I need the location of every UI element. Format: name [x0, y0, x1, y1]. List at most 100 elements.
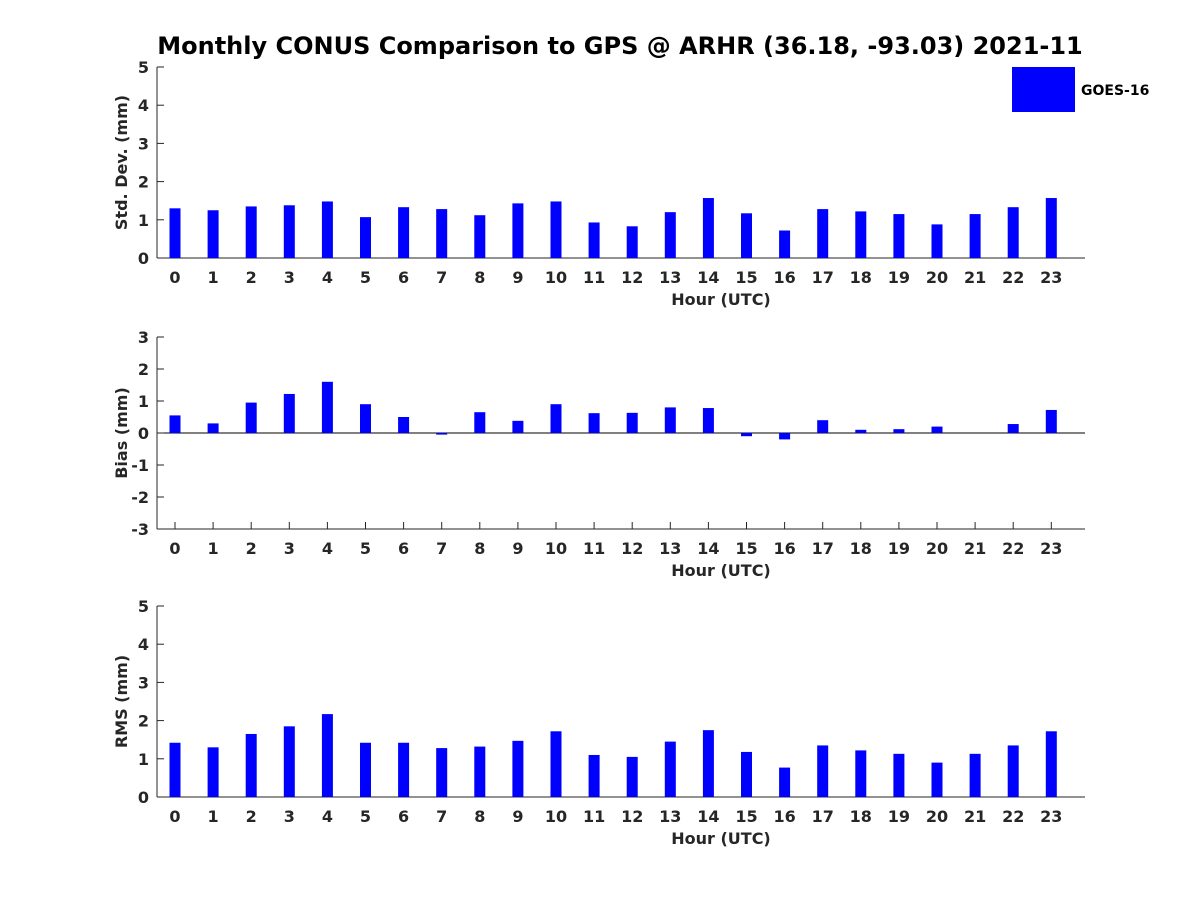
- x-tick-label: 21: [964, 539, 986, 558]
- y-tick-label: 3: [138, 328, 149, 347]
- bar-std_dev-hour-19: [893, 214, 905, 258]
- x-tick-label: 10: [545, 268, 567, 287]
- y-tick-label: 0: [138, 424, 149, 443]
- x-tick-label: 1: [208, 268, 219, 287]
- x-tick-label: 23: [1040, 539, 1062, 558]
- y-tick-label: 2: [138, 360, 149, 379]
- x-axis-label: Hour (UTC): [671, 561, 771, 580]
- bar-bias-hour-23: [1045, 409, 1057, 433]
- x-tick-label: 2: [246, 268, 257, 287]
- x-tick-label: 9: [512, 539, 523, 558]
- bar-bias-hour-15: [741, 433, 752, 437]
- bar-bias-hour-20: [931, 426, 943, 433]
- x-tick-label: 3: [284, 539, 295, 558]
- bar-rms-hour-17: [817, 745, 829, 797]
- bar-rms-hour-1: [207, 747, 219, 797]
- x-tick-label: 10: [545, 539, 567, 558]
- bar-rms-hour-9: [512, 740, 524, 797]
- bar-rms-hour-4: [321, 714, 333, 797]
- bar-bias-hour-12: [626, 412, 638, 433]
- bar-rms-hour-20: [931, 762, 943, 797]
- legend-swatch: [1012, 67, 1075, 112]
- x-tick-label: 13: [659, 268, 681, 287]
- x-tick-label: 0: [169, 268, 180, 287]
- x-tick-label: 7: [436, 539, 447, 558]
- x-tick-label: 17: [812, 539, 834, 558]
- x-tick-label: 22: [1002, 539, 1024, 558]
- y-axis-label: RMS (mm): [112, 655, 131, 748]
- x-tick-label: 21: [964, 807, 986, 826]
- x-tick-label: 2: [246, 539, 257, 558]
- bar-std_dev-hour-13: [664, 212, 676, 258]
- x-tick-label: 3: [284, 807, 295, 826]
- y-tick-label: -2: [131, 488, 149, 507]
- bar-std_dev-hour-16: [779, 230, 791, 258]
- x-tick-label: 9: [512, 268, 523, 287]
- bar-bias-hour-7: [436, 433, 448, 435]
- x-tick-label: 6: [398, 539, 409, 558]
- y-tick-label: -1: [131, 456, 149, 475]
- x-tick-label: 16: [773, 807, 795, 826]
- bar-rms-hour-14: [702, 730, 714, 797]
- y-tick-label: 1: [138, 750, 149, 769]
- bar-std_dev-hour-12: [626, 226, 638, 258]
- bar-bias-hour-2: [245, 402, 257, 433]
- bar-bias-hour-19: [893, 429, 905, 433]
- x-tick-label: 4: [322, 539, 333, 558]
- bar-rms-hour-18: [855, 750, 867, 797]
- x-axis-label: Hour (UTC): [671, 829, 771, 848]
- bar-std_dev-hour-1: [207, 210, 219, 258]
- bar-bias-hour-0: [169, 415, 181, 433]
- x-tick-label: 17: [812, 807, 834, 826]
- x-tick-label: 8: [474, 539, 485, 558]
- bar-std_dev-hour-21: [969, 214, 981, 258]
- x-tick-label: 22: [1002, 268, 1024, 287]
- x-tick-label: 0: [169, 539, 180, 558]
- bar-rms-hour-7: [436, 748, 448, 797]
- x-tick-label: 23: [1040, 268, 1062, 287]
- bar-rms-hour-15: [741, 751, 752, 797]
- bar-std_dev-hour-15: [741, 213, 752, 258]
- bar-std_dev-hour-11: [588, 222, 600, 258]
- bar-std_dev-hour-9: [512, 203, 524, 258]
- bar-rms-hour-13: [664, 741, 676, 797]
- x-tick-label: 17: [812, 268, 834, 287]
- bar-std_dev-hour-22: [1007, 207, 1019, 258]
- bar-bias-hour-11: [588, 413, 600, 433]
- x-tick-label: 4: [322, 807, 333, 826]
- x-tick-label: 13: [659, 807, 681, 826]
- x-tick-label: 6: [398, 807, 409, 826]
- bar-std_dev-hour-0: [169, 208, 181, 258]
- bar-bias-hour-4: [321, 381, 333, 433]
- bar-std_dev-hour-18: [855, 211, 867, 258]
- bar-bias-hour-18: [855, 429, 867, 433]
- bar-std_dev-hour-4: [321, 201, 333, 258]
- bar-std_dev-hour-6: [398, 207, 410, 258]
- y-tick-label: 4: [138, 635, 149, 654]
- x-tick-label: 5: [360, 268, 371, 287]
- x-tick-label: 11: [583, 539, 605, 558]
- y-axis-label: Std. Dev. (mm): [112, 95, 131, 230]
- x-tick-label: 18: [850, 807, 872, 826]
- bar-rms-hour-8: [474, 746, 486, 797]
- x-tick-label: 7: [436, 807, 447, 826]
- bar-std_dev-hour-5: [360, 217, 371, 258]
- x-tick-label: 11: [583, 268, 605, 287]
- x-tick-label: 16: [773, 539, 795, 558]
- x-tick-label: 16: [773, 268, 795, 287]
- y-tick-label: 1: [138, 392, 149, 411]
- bar-rms-hour-19: [893, 753, 905, 797]
- bar-bias-hour-3: [283, 393, 295, 433]
- y-tick-label: 3: [138, 673, 149, 692]
- bar-rms-hour-10: [550, 731, 562, 797]
- x-tick-label: 19: [888, 807, 910, 826]
- x-tick-label: 0: [169, 807, 180, 826]
- x-tick-label: 3: [284, 268, 295, 287]
- bar-std_dev-hour-10: [550, 201, 562, 258]
- legend-label: GOES-16: [1081, 83, 1149, 99]
- bar-bias-hour-16: [779, 433, 791, 440]
- x-tick-label: 14: [697, 539, 719, 558]
